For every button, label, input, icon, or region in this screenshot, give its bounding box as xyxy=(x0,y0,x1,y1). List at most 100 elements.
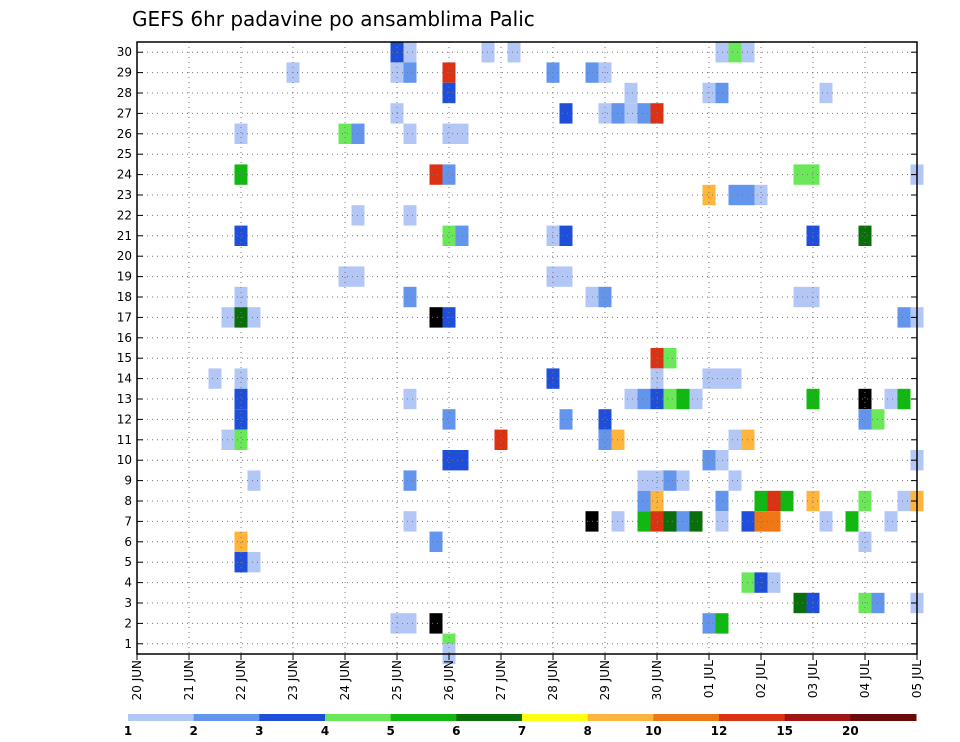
precip-cell xyxy=(858,531,872,552)
colorbar: 1 2 3 4 5 6 7 8 10 12 15 20 xyxy=(124,714,917,738)
precip-cell xyxy=(663,470,677,491)
y-tick-label: 23 xyxy=(117,188,132,202)
precip-cell xyxy=(559,409,573,430)
precip-cell xyxy=(663,388,677,410)
precip-cell xyxy=(234,164,248,185)
precip-cell xyxy=(624,103,638,124)
precip-cell xyxy=(702,450,716,471)
precip-cell xyxy=(494,429,508,450)
precip-cell xyxy=(559,225,573,246)
precip-cell xyxy=(793,592,807,614)
y-tick-label: 27 xyxy=(117,106,132,120)
precip-cell xyxy=(767,490,781,512)
x-tick-label: 29 JUN xyxy=(598,660,612,700)
x-tick-label: 30 JUN xyxy=(650,660,664,700)
x-tick-label: 27 JUN xyxy=(494,660,508,700)
precip-cell xyxy=(637,103,651,124)
precip-cell xyxy=(429,613,443,634)
x-tick-label: 02 JUL xyxy=(754,660,768,698)
precip-cell xyxy=(858,490,872,512)
precip-cell xyxy=(234,531,248,552)
colorbar-label: 2 xyxy=(189,724,197,738)
precip-cell xyxy=(403,123,417,144)
precip-cell xyxy=(247,470,261,491)
precip-cell xyxy=(234,368,248,389)
precip-cell xyxy=(442,123,456,144)
precip-cell xyxy=(767,511,781,532)
colorbar-label: 5 xyxy=(386,724,394,738)
precip-cell xyxy=(728,429,742,450)
precip-cell xyxy=(234,409,248,430)
precip-cell xyxy=(598,103,612,124)
x-tick-label: 01 JUL xyxy=(702,660,716,698)
precip-cell xyxy=(793,286,807,308)
precip-cell xyxy=(702,184,716,206)
y-axis: 1234567891011121314151617181920212223242… xyxy=(117,45,917,651)
precip-cell xyxy=(598,429,612,450)
precip-cell xyxy=(858,225,872,246)
precip-cell xyxy=(429,531,443,552)
precip-cell xyxy=(702,368,716,389)
y-tick-label: 10 xyxy=(117,453,132,467)
precip-cell xyxy=(234,225,248,246)
colorbar-swatch xyxy=(850,714,917,721)
y-tick-label: 15 xyxy=(117,351,132,365)
colorbar-swatch xyxy=(522,714,589,721)
precip-cell xyxy=(598,409,612,430)
x-axis: 20 JUN 21 JUN 22 JUN 23 JUN 24 JUN 25 JUN 26 J… xyxy=(130,654,924,700)
precip-cell xyxy=(559,266,573,287)
y-tick-label: 5 xyxy=(124,555,132,569)
precip-cell xyxy=(728,184,742,206)
precip-cell xyxy=(884,511,898,532)
precip-cell xyxy=(793,164,807,185)
y-tick-label: 8 xyxy=(124,494,132,508)
colorbar-swatch xyxy=(390,714,457,721)
y-tick-label: 6 xyxy=(124,535,132,549)
precip-cell xyxy=(247,552,261,573)
y-tick-label: 14 xyxy=(117,372,132,386)
precip-cell xyxy=(754,490,768,512)
colorbar-swatch xyxy=(193,714,260,721)
precip-cell xyxy=(702,613,716,634)
colorbar-label: 7 xyxy=(518,724,526,738)
y-tick-label: 4 xyxy=(124,576,132,590)
precip-cell xyxy=(442,409,456,430)
precip-cell xyxy=(234,429,248,450)
precip-cell xyxy=(637,511,651,532)
y-tick-label: 11 xyxy=(117,433,132,447)
precip-cell xyxy=(208,368,222,389)
precip-cell xyxy=(429,164,443,185)
y-tick-label: 30 xyxy=(117,45,132,59)
precip-cell xyxy=(858,409,872,430)
y-tick-label: 22 xyxy=(117,208,132,222)
colorbar-label: 8 xyxy=(583,724,591,738)
precip-cell xyxy=(559,103,573,124)
y-tick-label: 24 xyxy=(117,168,132,182)
y-tick-label: 3 xyxy=(124,596,132,610)
precip-cell xyxy=(507,42,521,63)
precip-cell xyxy=(403,388,417,410)
x-tick-label: 23 JUN xyxy=(286,660,300,700)
y-tick-label: 28 xyxy=(117,86,132,100)
precip-cell xyxy=(728,42,742,63)
precip-cell xyxy=(897,490,911,512)
precip-cell xyxy=(403,62,417,83)
y-tick-label: 13 xyxy=(117,392,132,406)
precip-cell xyxy=(637,470,651,491)
precip-cell xyxy=(403,613,417,634)
precip-cell xyxy=(247,307,261,328)
colorbar-label: 4 xyxy=(321,724,329,738)
precip-cell xyxy=(637,388,651,410)
precip-cell xyxy=(442,450,456,471)
precip-cell xyxy=(819,511,833,532)
colorbar-swatch xyxy=(456,714,523,721)
y-tick-label: 1 xyxy=(124,637,132,651)
x-tick-label: 20 JUN xyxy=(130,660,144,700)
precip-cell xyxy=(624,388,638,410)
precip-cell xyxy=(663,348,677,369)
x-tick-label: 25 JUN xyxy=(390,660,404,700)
y-tick-label: 12 xyxy=(117,412,132,426)
plot-frame xyxy=(136,41,918,655)
x-tick-label: 26 JUN xyxy=(442,660,456,700)
precip-cell xyxy=(819,82,833,104)
